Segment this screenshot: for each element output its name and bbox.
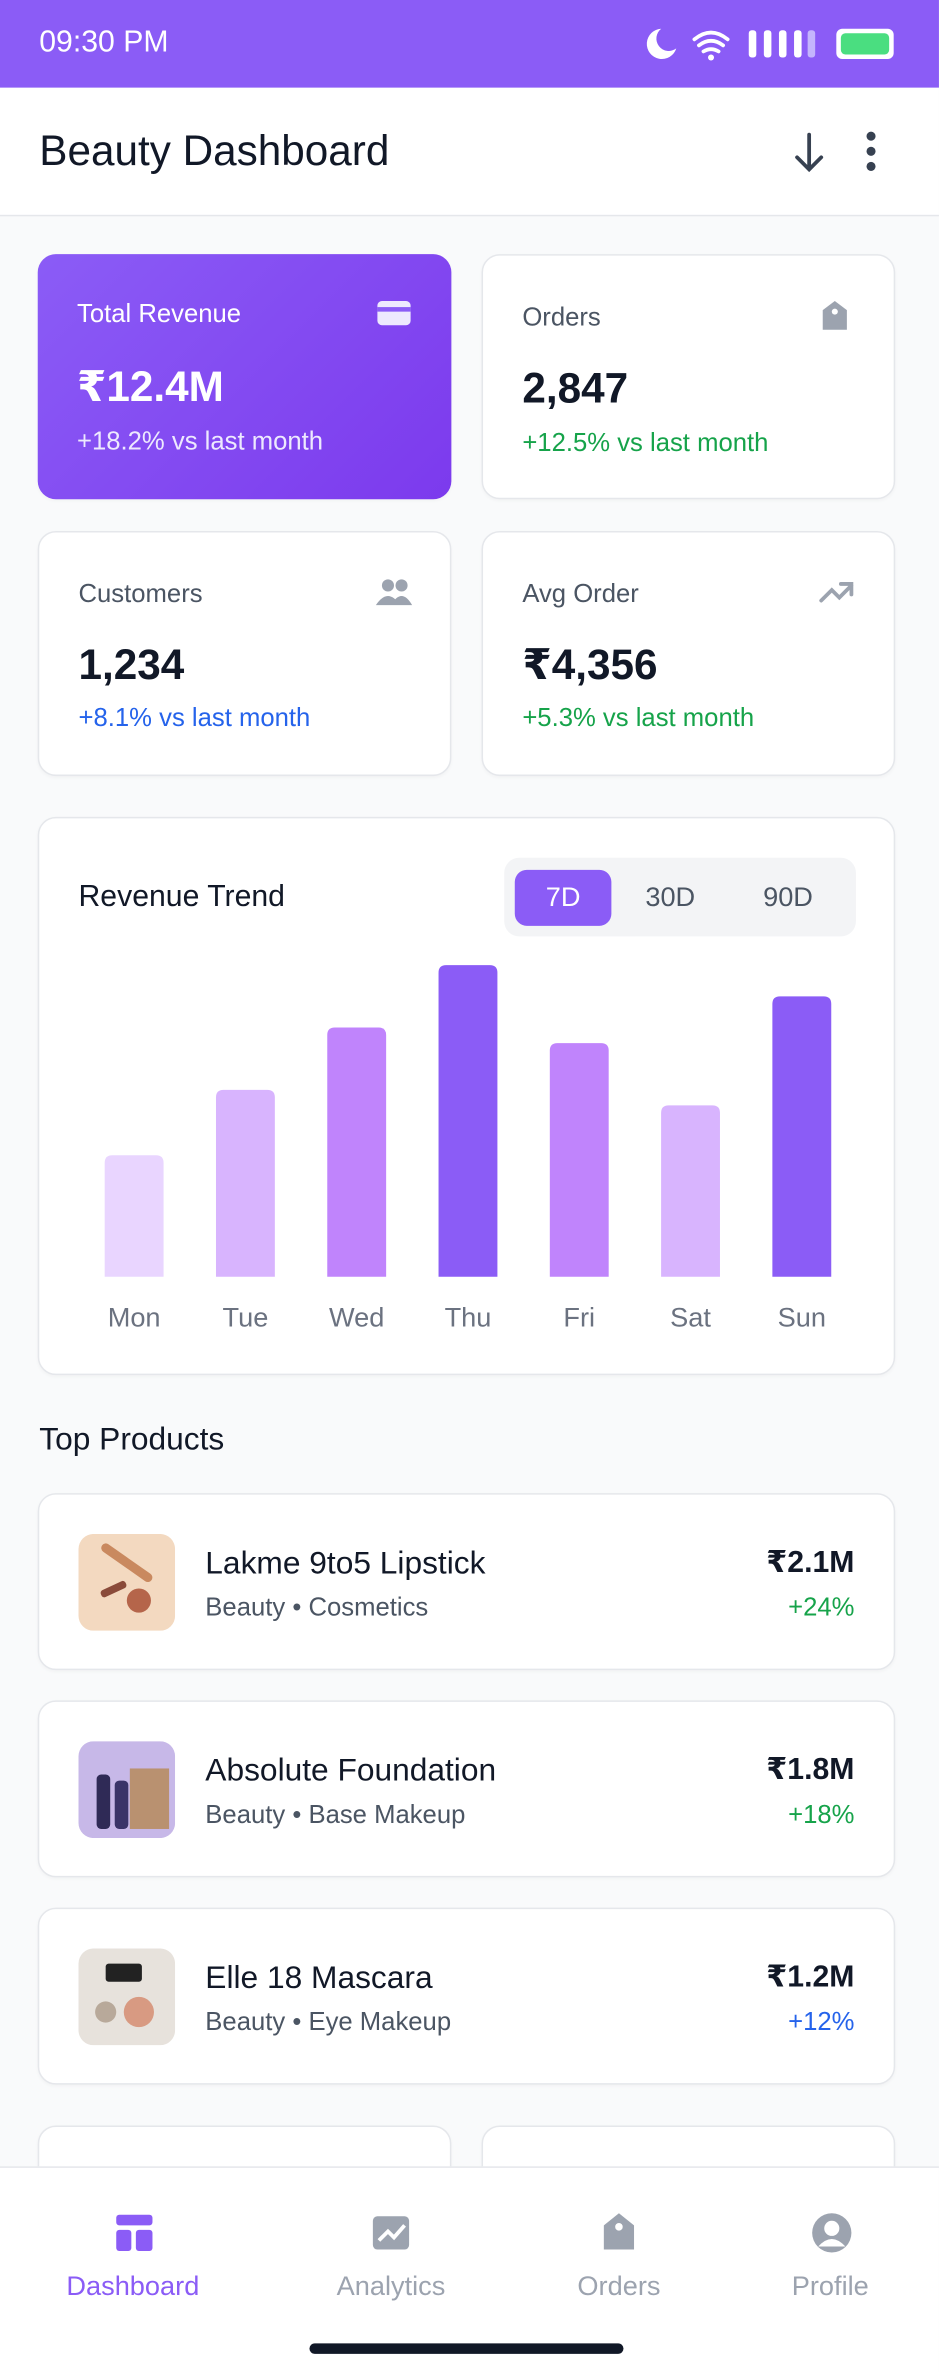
stat-change: +12.5% vs last month xyxy=(522,428,769,457)
bar xyxy=(104,1155,164,1277)
stat-label: Orders xyxy=(522,302,601,332)
product-card[interactable]: Elle 18 Mascara Beauty • Eye Makeup ₹1.2M +… xyxy=(37,1907,896,2085)
stat-label: Customers xyxy=(78,579,203,609)
nav-item[interactable]: Orders xyxy=(577,2270,661,2301)
product-image xyxy=(78,1741,176,1839)
product-image xyxy=(78,1533,176,1631)
app-header: Beauty Dashboard xyxy=(0,87,939,217)
product-card[interactable]: Absolute Foundation Beauty • Base Makeup ₹… xyxy=(37,1700,896,1878)
product-category: Beauty • Eye Makeup xyxy=(205,2007,452,2037)
stat-label: Avg Order xyxy=(522,579,639,609)
stat-label: Total Revenue xyxy=(76,299,242,329)
chart-title: Revenue Trend xyxy=(78,880,285,914)
stat-value: 1,234 xyxy=(78,641,185,689)
day-label: Tue xyxy=(223,1302,269,1333)
stat-card: Avg Order ₹4,356 +5.3% vs last month xyxy=(481,530,896,777)
product-revenue: ₹1.8M xyxy=(766,1753,855,1787)
home-indicator xyxy=(309,2343,624,2354)
product-growth: +12% xyxy=(788,2007,855,2037)
bar xyxy=(438,965,498,1277)
stat-value: 2,847 xyxy=(522,364,629,412)
status-icons xyxy=(646,28,894,61)
range-tabs: 7D 30D 90D xyxy=(504,857,856,937)
nav-item[interactable]: Analytics xyxy=(336,2270,446,2301)
nav-icon xyxy=(116,2214,153,2252)
stat-value: ₹4,356 xyxy=(522,641,658,689)
bar xyxy=(772,996,832,1277)
more-button[interactable] xyxy=(860,130,881,178)
bar-chart: Mon Tue Wed Thu Fri Sat Sun xyxy=(104,965,832,1333)
day-label: Thu xyxy=(445,1302,492,1333)
stat-change: +18.2% vs last month xyxy=(76,426,324,456)
bottom-nav: Dashboard Analytics Orders Profile xyxy=(0,2166,939,2372)
stat-change: +8.1% vs last month xyxy=(78,703,311,733)
stat-value: ₹12.4M xyxy=(76,363,224,410)
nav-icon xyxy=(812,2213,852,2253)
download-button[interactable] xyxy=(791,130,827,178)
stat-card: Total Revenue ₹12.4M +18.2% vs last mont… xyxy=(37,254,452,500)
product-growth: +18% xyxy=(788,1800,855,1829)
day-label: Mon xyxy=(108,1302,161,1333)
product-image xyxy=(78,1948,176,2046)
product-name: Elle 18 Mascara xyxy=(205,1960,433,1996)
bar xyxy=(327,1027,387,1277)
bag-icon xyxy=(822,301,847,330)
stat-card: Orders 2,847 +12.5% vs last month xyxy=(481,254,896,500)
product-revenue: ₹2.1M xyxy=(766,1546,855,1580)
product-revenue: ₹1.2M xyxy=(766,1960,855,1994)
bar xyxy=(215,1089,275,1277)
section-title: Top Products xyxy=(39,1422,225,1457)
product-growth: +24% xyxy=(788,1592,855,1622)
nav-icon xyxy=(603,2213,635,2250)
day-label: Wed xyxy=(329,1302,384,1333)
day-label: Fri xyxy=(563,1302,595,1333)
users-icon xyxy=(375,579,413,606)
status-bar: 09:30 PM xyxy=(0,0,939,88)
chart-card: Revenue Trend 7D 30D 90D Mon Tue Wed Thu Fri… xyxy=(37,816,896,1376)
header-title: Beauty Dashboard xyxy=(39,127,390,174)
product-card[interactable]: Lakme 9to5 Lipstick Beauty • Cosmetics ₹2.… xyxy=(37,1493,896,1671)
product-name: Lakme 9to5 Lipstick xyxy=(205,1546,486,1581)
stat-card: Customers 1,234 +8.1% vs last month xyxy=(37,530,452,777)
product-name: Absolute Foundation xyxy=(205,1753,497,1789)
stat-change: +5.3% vs last month xyxy=(522,703,755,733)
bar xyxy=(549,1043,609,1277)
range-tab[interactable]: 7D xyxy=(545,881,581,913)
range-tab[interactable]: 30D xyxy=(645,881,696,913)
day-label: Sat xyxy=(670,1302,711,1333)
day-label: Sun xyxy=(778,1302,826,1333)
nav-icon xyxy=(372,2216,410,2250)
product-category: Beauty • Cosmetics xyxy=(205,1592,429,1622)
trend-icon xyxy=(819,582,854,603)
bar xyxy=(661,1105,720,1277)
status-time: 09:30 PM xyxy=(39,25,169,59)
card-icon xyxy=(377,301,411,326)
tab-active-bg xyxy=(514,869,612,926)
range-tab[interactable]: 90D xyxy=(763,881,813,913)
nav-item[interactable]: Profile xyxy=(791,2270,869,2301)
product-category: Beauty • Base Makeup xyxy=(205,1800,466,1829)
nav-item[interactable]: Dashboard xyxy=(66,2270,200,2301)
